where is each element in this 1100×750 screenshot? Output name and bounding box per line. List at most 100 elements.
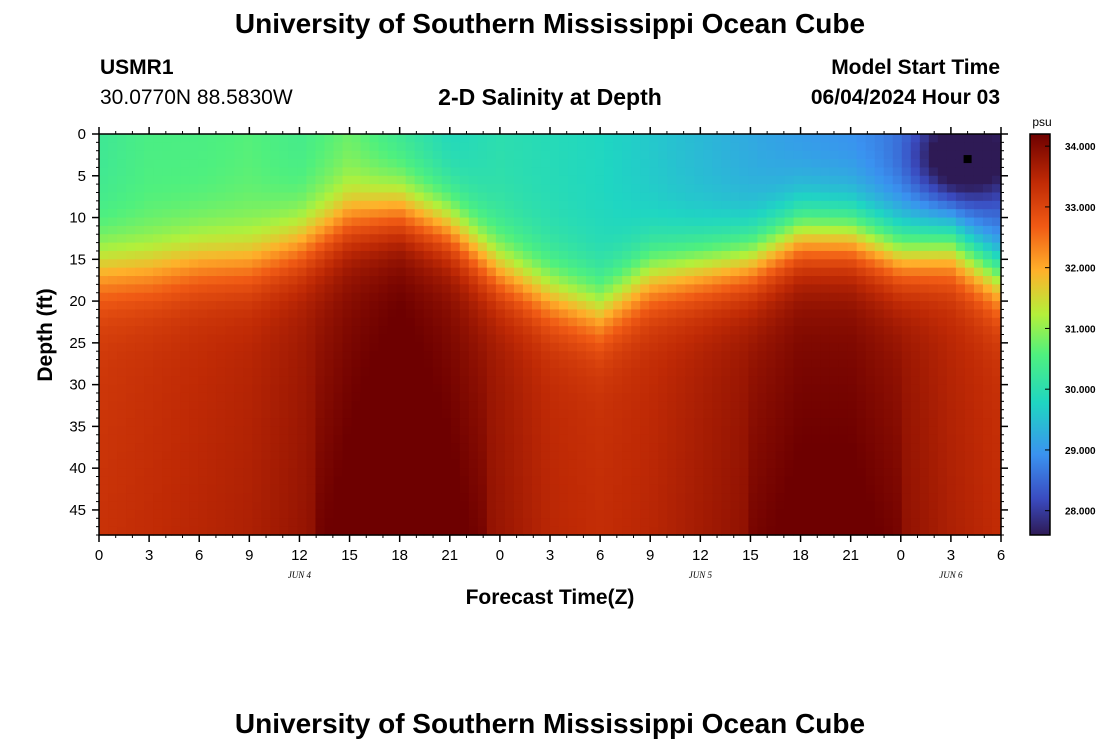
heatmap-cell bbox=[694, 468, 704, 478]
heatmap-cell bbox=[378, 259, 389, 269]
heatmap-cell bbox=[919, 518, 930, 528]
heatmap-cell bbox=[838, 434, 849, 444]
heatmap-cell bbox=[504, 342, 515, 352]
heatmap-cell bbox=[613, 167, 623, 177]
heatmap-cell bbox=[405, 150, 416, 160]
heatmap-cell bbox=[874, 192, 885, 202]
heatmap-cell bbox=[622, 443, 632, 453]
heatmap-cell bbox=[324, 493, 335, 503]
heatmap-cell bbox=[802, 384, 813, 394]
heatmap-cell bbox=[171, 476, 181, 486]
heatmap-cell bbox=[288, 192, 299, 202]
heatmap-cell bbox=[586, 342, 596, 352]
heatmap-cell bbox=[531, 175, 542, 185]
heatmap-cell bbox=[306, 459, 317, 469]
heatmap-cell bbox=[838, 200, 849, 210]
heatmap-cell bbox=[964, 476, 975, 486]
heatmap-cell bbox=[937, 342, 948, 352]
heatmap-cell bbox=[234, 250, 244, 260]
heatmap-cell bbox=[369, 392, 380, 402]
heatmap-cell bbox=[766, 484, 777, 494]
heatmap-cell bbox=[703, 409, 713, 419]
heatmap-cell bbox=[865, 426, 876, 436]
heatmap-cell bbox=[144, 418, 154, 427]
heatmap-cell bbox=[99, 150, 109, 160]
heatmap-cell bbox=[757, 309, 768, 319]
heatmap-cell bbox=[369, 501, 380, 511]
heatmap-cell bbox=[973, 192, 984, 202]
heatmap-cell bbox=[694, 276, 704, 285]
heatmap-cell bbox=[135, 451, 145, 461]
heatmap-cell bbox=[838, 426, 849, 436]
heatmap-cell bbox=[649, 284, 659, 294]
heatmap-cell bbox=[793, 317, 804, 327]
heatmap-cell bbox=[640, 284, 650, 294]
heatmap-cell bbox=[667, 134, 677, 143]
heatmap-cell bbox=[225, 334, 235, 344]
heatmap-cell bbox=[198, 192, 208, 202]
heatmap-cell bbox=[676, 259, 686, 269]
heatmap-cell bbox=[820, 326, 831, 336]
heatmap-cell bbox=[982, 276, 993, 285]
heatmap-cell bbox=[883, 259, 894, 269]
heatmap-cell bbox=[378, 276, 389, 285]
heatmap-cell bbox=[757, 401, 768, 411]
heatmap-cell bbox=[333, 342, 344, 352]
heatmap-cell bbox=[964, 484, 975, 494]
heatmap-cell bbox=[766, 225, 777, 235]
heatmap-cell bbox=[162, 175, 172, 185]
heatmap-cell bbox=[991, 459, 1002, 469]
heatmap-cell bbox=[216, 242, 226, 252]
heatmap-cell bbox=[135, 284, 145, 294]
heatmap-cell bbox=[964, 159, 975, 169]
heatmap-cell bbox=[207, 443, 217, 453]
heatmap-cell bbox=[757, 242, 768, 252]
heatmap-cell bbox=[135, 159, 145, 169]
heatmap-cell bbox=[288, 342, 299, 352]
heatmap-cell bbox=[432, 225, 443, 235]
heatmap-cell bbox=[757, 217, 768, 227]
heatmap-cell bbox=[982, 401, 993, 411]
heatmap-cell bbox=[450, 192, 461, 202]
heatmap-cell bbox=[423, 392, 434, 402]
heatmap-cell bbox=[775, 326, 786, 336]
heatmap-cell bbox=[739, 250, 750, 260]
heatmap-cell bbox=[775, 309, 786, 319]
heatmap-cell bbox=[162, 359, 172, 369]
heatmap-cell bbox=[613, 476, 623, 486]
heatmap-cell bbox=[387, 493, 398, 503]
heatmap-cell bbox=[856, 459, 867, 469]
heatmap-cell bbox=[333, 426, 344, 436]
heatmap-cell bbox=[180, 401, 190, 411]
heatmap-cell bbox=[252, 334, 262, 344]
heatmap-cell bbox=[342, 184, 353, 194]
heatmap-cell bbox=[522, 175, 533, 185]
heatmap-cell bbox=[369, 484, 380, 494]
heatmap-cell bbox=[703, 359, 713, 369]
heatmap-cell bbox=[604, 451, 614, 461]
heatmap-cell bbox=[631, 518, 641, 528]
heatmap-cell bbox=[739, 359, 750, 369]
heatmap-cell bbox=[477, 342, 488, 352]
heatmap-cell bbox=[883, 484, 894, 494]
heatmap-cell bbox=[423, 234, 434, 244]
heatmap-cell bbox=[225, 217, 235, 227]
heatmap-cell bbox=[459, 451, 470, 461]
heatmap-cell bbox=[640, 192, 650, 202]
heatmap-cell bbox=[892, 159, 903, 169]
heatmap-cell bbox=[378, 426, 389, 436]
heatmap-cell bbox=[937, 242, 948, 252]
heatmap-cell bbox=[495, 509, 506, 519]
heatmap-cell bbox=[468, 184, 479, 194]
heatmap-cell bbox=[531, 509, 542, 519]
heatmap-cell bbox=[108, 384, 118, 394]
heatmap-cell bbox=[153, 392, 163, 402]
heatmap-cell bbox=[730, 451, 741, 461]
heatmap-cell bbox=[126, 317, 136, 327]
heatmap-cell bbox=[333, 409, 344, 419]
heatmap-cell bbox=[640, 443, 650, 453]
heatmap-cell bbox=[964, 276, 975, 285]
heatmap-cell bbox=[721, 493, 731, 503]
heatmap-cell bbox=[784, 334, 795, 344]
heatmap-cell bbox=[270, 409, 280, 419]
